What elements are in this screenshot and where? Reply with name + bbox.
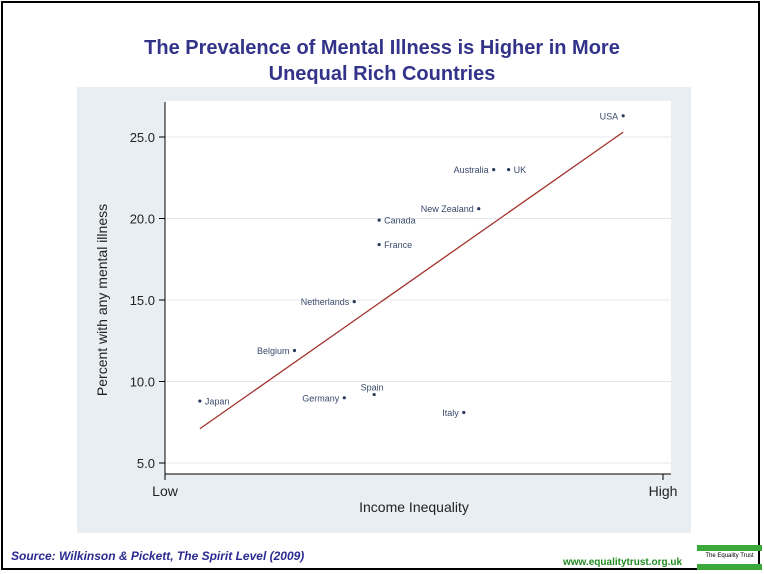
point-spain — [372, 392, 376, 397]
axes — [164, 102, 671, 475]
y-axis-label: Percent with any mental illness — [94, 204, 110, 396]
point-italy — [462, 410, 466, 415]
point-netherlands — [352, 300, 356, 304]
plot-area: 5.0 10.0 15.0 20.0 25.0 Low High USA Australia… — [77, 87, 691, 533]
y-tick-label: 5.0 — [137, 456, 155, 471]
label-germany: Germany — [302, 393, 340, 403]
logo-bar-bottom — [697, 564, 762, 570]
label-france: France — [384, 240, 412, 250]
point-germany — [342, 396, 346, 400]
label-australia: Australia — [454, 165, 489, 175]
y-tick-label: 20.0 — [130, 212, 155, 227]
title-line-1: The Prevalence of Mental Illness is High… — [144, 37, 620, 59]
logo-bar-top — [697, 545, 762, 551]
y-tick-label: 15.0 — [130, 293, 155, 308]
label-italy: Italy — [442, 408, 459, 418]
label-japan: Japan — [205, 397, 230, 407]
label-new-zealand: New Zealand — [421, 204, 474, 214]
point-australia — [492, 168, 496, 172]
label-uk: UK — [514, 165, 527, 175]
trend-line — [199, 131, 624, 430]
point-uk — [507, 168, 511, 172]
source-citation: Source: Wilkinson & Pickett, The Spirit … — [11, 549, 305, 563]
label-usa: USA — [600, 111, 619, 121]
point-canada — [377, 218, 381, 222]
point-belgium — [292, 348, 297, 353]
y-tick-label: 25.0 — [130, 130, 155, 145]
x-tick-label: High — [649, 483, 678, 499]
point-new-zealand — [477, 207, 481, 211]
label-belgium: Belgium — [257, 346, 290, 356]
data-points: USA Australia UK New Zealand Canada France Net… — [198, 111, 625, 418]
logo-text: The Equality Trust — [705, 553, 754, 559]
website-link[interactable]: www.equalitytrust.org.uk — [563, 557, 683, 568]
point-france — [377, 242, 381, 247]
point-usa — [621, 114, 625, 118]
label-canada: Canada — [384, 216, 416, 226]
label-spain: Spain — [361, 383, 384, 393]
plot-region — [165, 101, 671, 474]
chart-title: The Prevalence of Mental Illness is High… — [0, 35, 764, 87]
point-japan — [198, 399, 202, 403]
equality-trust-logo: The Equality Trust — [697, 545, 762, 571]
x-axis-label: Income Inequality — [359, 499, 469, 515]
label-netherlands: Netherlands — [301, 297, 350, 307]
gridlines — [166, 136, 671, 464]
y-ticks: 5.0 10.0 15.0 20.0 25.0 — [130, 130, 165, 471]
x-tick-label: Low — [152, 483, 179, 499]
scatter-chart: 5.0 10.0 15.0 20.0 25.0 Low High USA Australia… — [94, 101, 677, 515]
title-line-2: Unequal Rich Countries — [268, 63, 496, 85]
x-ticks: Low High — [152, 474, 677, 499]
y-tick-label: 10.0 — [130, 375, 155, 390]
